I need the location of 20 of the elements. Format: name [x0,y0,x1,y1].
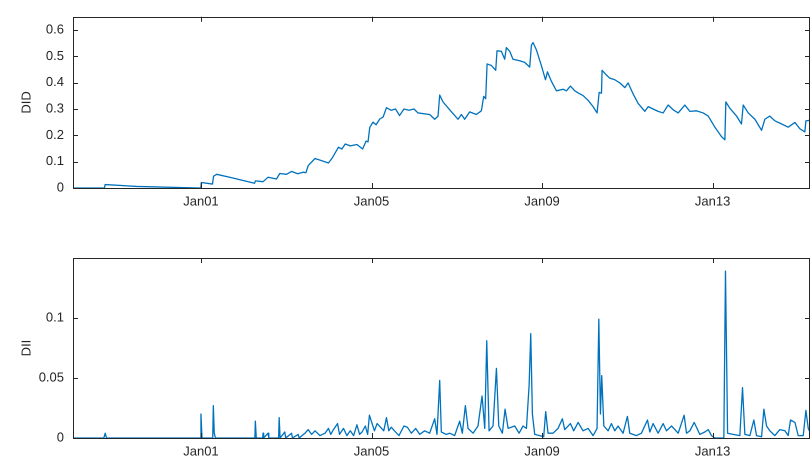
y-tick-label: 0.1 [46,153,64,168]
y-tick-label: 0.2 [46,126,64,142]
y-tick-label: 0.4 [46,74,64,90]
x-tick-label: Jan13 [694,443,730,458]
x-tick-label: Jan09 [524,193,560,208]
y-tick-label: 0.6 [46,22,64,37]
x-tick-label: Jan05 [354,193,390,208]
x-tick-label: Jan09 [524,443,560,458]
y-axis-title: DII [18,340,34,356]
x-tick-label: Jan13 [694,193,730,208]
y-tick-label: 0.3 [46,100,64,116]
y-tick-label: 0.5 [46,48,64,63]
y-tick-label: 0 [56,180,64,195]
x-tick-label: Jan01 [183,193,219,208]
y-tick-label: 0.05 [38,370,64,385]
y-axis-title: DID [18,91,34,114]
y-tick-label: 0.1 [46,310,64,325]
y-tick-label: 0 [56,430,64,445]
x-tick-label: Jan01 [183,443,219,458]
x-tick-label: Jan05 [354,443,390,458]
